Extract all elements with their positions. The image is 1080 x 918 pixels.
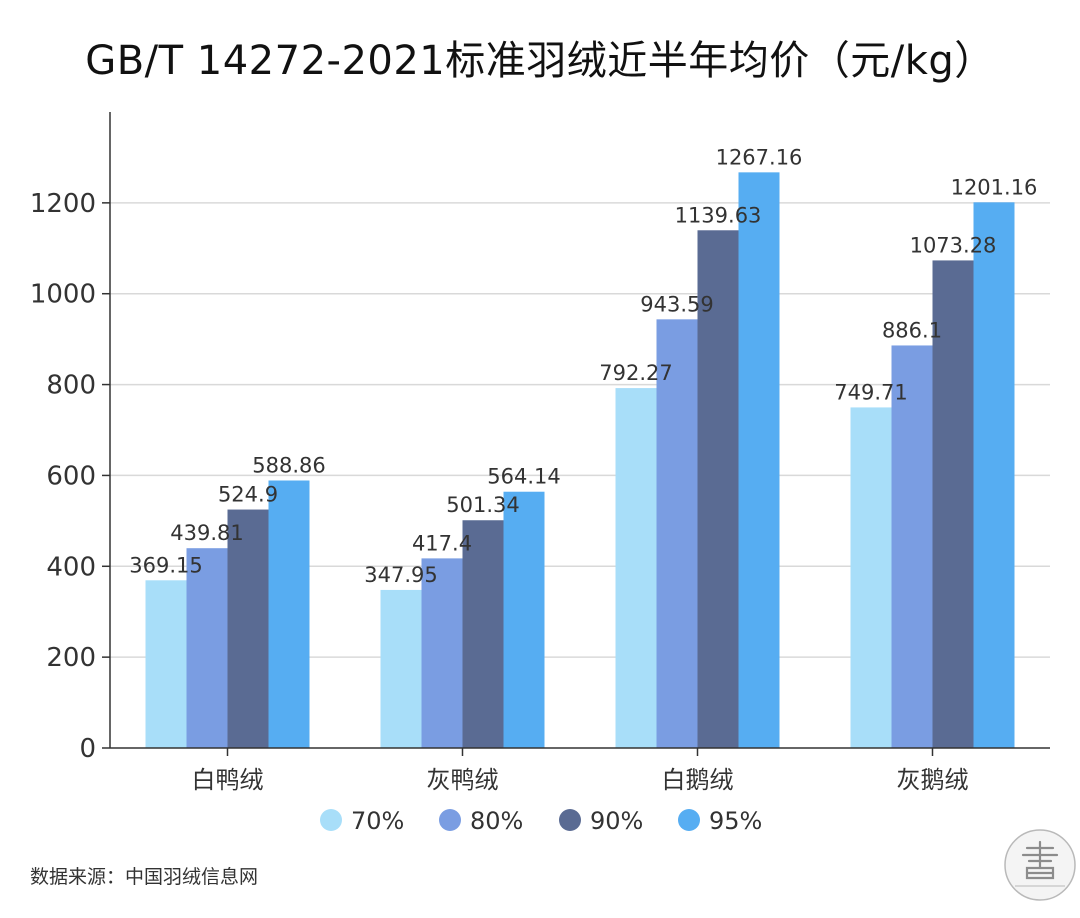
legend-marker: [439, 809, 461, 831]
y-tick-label: 800: [46, 371, 96, 401]
data-label: 564.14: [487, 465, 560, 489]
bars: [145, 172, 1015, 749]
y-tick-label: 200: [46, 643, 96, 673]
source-note: 数据来源：中国羽绒信息网: [30, 866, 259, 888]
bar: [738, 172, 780, 749]
legend: 70% 80% 90% 95%: [320, 807, 762, 835]
x-tick-label: 灰鸭绒: [427, 766, 499, 794]
data-label: 1267.16: [716, 145, 803, 169]
bar: [421, 558, 463, 748]
data-label: 439.81: [170, 521, 243, 545]
data-label: 792.27: [599, 361, 672, 385]
x-axis-ticks: 白鸭绒 灰鸭绒 白鹅绒 灰鹅绒: [192, 748, 969, 794]
data-label: 886.1: [882, 318, 942, 342]
chart-title: GB/T 14272-2021标准羽绒近半年均价（元/kg）: [85, 38, 995, 84]
y-axis-ticks: 0 200 400 600 800 1000 1200: [30, 189, 110, 764]
bar: [615, 388, 657, 748]
y-tick-label: 1200: [30, 189, 96, 219]
legend-marker: [559, 809, 581, 831]
bar: [973, 202, 1015, 748]
data-label: 524.9: [218, 483, 278, 507]
data-label: 347.95: [364, 563, 437, 587]
data-label: 369.15: [129, 553, 202, 577]
data-label: 1139.63: [675, 203, 762, 227]
data-label: 417.4: [412, 531, 472, 555]
bar: [697, 230, 739, 749]
bar: [850, 407, 892, 748]
bar: [227, 509, 269, 748]
y-tick-label: 400: [46, 552, 96, 582]
y-tick-label: 600: [46, 461, 96, 491]
x-tick-label: 白鹅绒: [662, 766, 734, 794]
legend-label: 90%: [590, 807, 643, 835]
legend-label: 70%: [351, 807, 404, 835]
bar: [462, 520, 504, 748]
legend-marker: [320, 809, 342, 831]
bar: [891, 345, 933, 748]
data-label: 749.71: [834, 380, 907, 404]
data-label: 501.34: [446, 493, 519, 517]
bar: [186, 548, 228, 748]
axes: [109, 112, 1050, 749]
data-label: 943.59: [640, 292, 713, 316]
legend-marker: [678, 809, 700, 831]
bar: [268, 480, 310, 748]
bar: [656, 319, 698, 748]
data-label: 1073.28: [910, 233, 997, 257]
legend-label: 95%: [709, 807, 762, 835]
x-tick-label: 灰鹅绒: [897, 766, 969, 794]
letter-home-logo: [1004, 829, 1076, 901]
legend-label: 80%: [470, 807, 523, 835]
data-label: 588.86: [252, 453, 325, 477]
x-tick-label: 白鸭绒: [192, 766, 264, 794]
y-tick-label: 0: [79, 734, 96, 764]
bar: [145, 580, 187, 748]
bar: [932, 260, 974, 748]
value-labels: 369.15 439.81 524.9 588.86 347.95 417.4 501.34…: [129, 145, 1037, 587]
bar: [380, 589, 422, 748]
bar: [503, 491, 545, 748]
data-label: 1201.16: [951, 175, 1038, 199]
y-tick-label: 1000: [30, 280, 96, 310]
